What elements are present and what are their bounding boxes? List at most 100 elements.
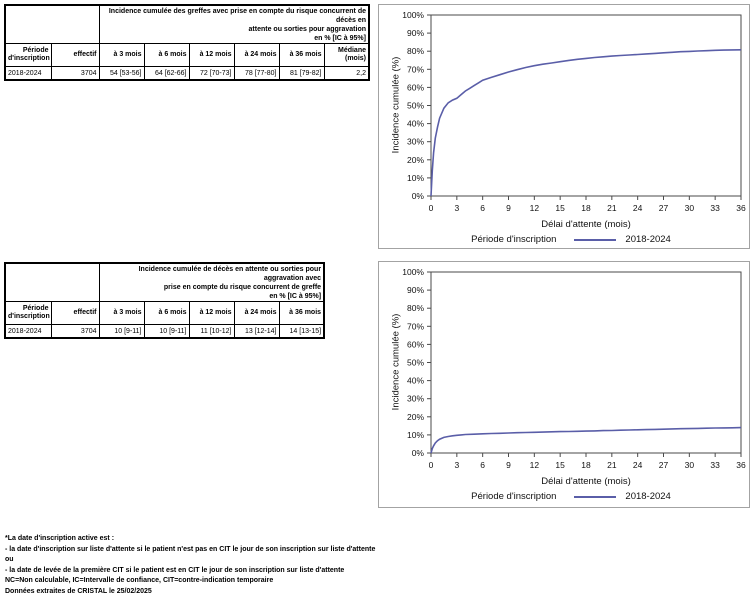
x-tick-label: 27 xyxy=(659,460,669,470)
y-tick-label: 70% xyxy=(407,321,424,331)
x-tick-label: 33 xyxy=(710,460,720,470)
cell-24mois: 13 [12-14] xyxy=(233,324,280,339)
col-header-effectif: effectif xyxy=(50,301,100,325)
footnotes: *La date d'inscription active est : - la… xyxy=(5,534,375,597)
cell-3mois: 10 [9-11] xyxy=(98,324,145,339)
y-tick-label: 20% xyxy=(407,155,424,165)
footnote-line: *La date d'inscription active est : xyxy=(5,535,115,542)
plot-frame xyxy=(430,271,742,454)
x-tick-label: 24 xyxy=(633,460,643,470)
merged-header-line: attente ou sorties pour aggravation xyxy=(248,26,366,33)
cell-24mois: 78 [77-80] xyxy=(233,66,280,81)
col-header-periode: Période d'inscription xyxy=(4,301,52,325)
y-tick-label: 90% xyxy=(407,285,424,295)
y-tick-label: 100% xyxy=(402,267,424,277)
y-tick-label: 80% xyxy=(407,46,424,56)
plot-area: 0%10%20%30%40%50%60%70%80%90%100%0 3 6 9 12 1… xyxy=(402,267,746,470)
col-header-3mois: à 3 mois xyxy=(98,301,145,325)
table-corner-cell xyxy=(4,262,100,302)
footnote-line: ou xyxy=(5,556,14,563)
x-tick-label: 6 xyxy=(480,460,485,470)
merged-header-line: prise en compte du risque concurrent de … xyxy=(163,284,322,291)
legend-series-label: 2018-2024 xyxy=(625,234,671,245)
legend-line-sample xyxy=(574,238,617,241)
x-tick-label: 30 xyxy=(685,203,695,213)
x-tick-label: 9 xyxy=(506,460,511,470)
y-tick-label: 0% xyxy=(412,191,425,201)
col-header-36mois: à 36 mois xyxy=(278,301,325,325)
y-tick-label: 30% xyxy=(407,394,424,404)
x-tick-label: 18 xyxy=(581,203,591,213)
x-axis-title: Délai d'attente (mois) xyxy=(541,219,631,230)
col-header-12mois: à 12 mois xyxy=(188,43,235,67)
x-tick-label: 15 xyxy=(555,203,565,213)
x-tick-label: 18 xyxy=(581,460,591,470)
legend-title: Période d'inscription xyxy=(471,234,557,245)
series-line xyxy=(430,426,742,454)
cell-6mois: 64 [62-66] xyxy=(143,66,190,81)
plot-frame xyxy=(430,14,742,197)
cell-mediane: 2,2 xyxy=(323,66,370,81)
x-tick-label: 27 xyxy=(659,203,669,213)
y-tick-label: 40% xyxy=(407,119,424,129)
col-header-12mois: à 12 mois xyxy=(188,301,235,325)
y-tick-label: 50% xyxy=(407,358,424,368)
table-merged-header: Incidence cumulée de décès en attente ou… xyxy=(98,262,325,302)
plot-area: 0%10%20%30%40%50%60%70%80%90%100%0 3 6 9 12 1… xyxy=(402,10,746,213)
chart-incidence-greffe: Incidence cumulée (%) 0% 10% 20% 30% 40% 50% 6… xyxy=(378,4,750,249)
incidence-deces-table: Incidence cumulée de décès en attente ou… xyxy=(4,262,326,339)
footnote-line: - la date d'inscription sur liste d'atte… xyxy=(5,545,376,553)
footnote-line: - la date de levée de la première CIT si… xyxy=(5,566,345,574)
x-tick-label: 0 xyxy=(429,460,434,470)
merged-header-line: Incidence cumulée de décès en attente ou… xyxy=(138,266,322,282)
y-tick-label: 50% xyxy=(407,101,424,111)
x-tick-label: 21 xyxy=(607,460,617,470)
y-tick-label: 10% xyxy=(407,173,424,183)
legend-title: Période d'inscription xyxy=(471,491,557,502)
cell-effectif: 3704 xyxy=(50,66,100,81)
col-header-24mois: à 24 mois xyxy=(233,43,280,67)
table-row: 2018-2024 3704 54 [53-56] 64 [62-66] 72 … xyxy=(4,66,370,81)
table-corner-cell xyxy=(4,4,100,44)
cell-periode: 2018-2024 xyxy=(4,66,52,81)
legend-line-sample xyxy=(574,495,617,498)
chart-incidence-deces: Incidence cumulée (%) 0% 10% 20% 30% 40% 50% 6… xyxy=(378,261,750,508)
y-tick-label: 30% xyxy=(407,137,424,147)
x-tick-label: 21 xyxy=(607,203,617,213)
x-tick-label: 3 xyxy=(454,460,459,470)
legend: Période d'inscription 2018-2024 xyxy=(401,234,741,245)
y-tick-label: 60% xyxy=(407,82,424,92)
y-tick-label: 10% xyxy=(407,430,424,440)
col-header-3mois: à 3 mois xyxy=(98,43,145,67)
y-tick-label: 20% xyxy=(407,412,424,422)
y-tick-label: 70% xyxy=(407,64,424,74)
cell-3mois: 54 [53-56] xyxy=(98,66,145,81)
x-tick-label: 30 xyxy=(685,460,695,470)
series-line xyxy=(430,49,742,197)
legend: Période d'inscription 2018-2024 xyxy=(401,491,741,502)
cell-12mois: 11 [10-12] xyxy=(188,324,235,339)
x-tick-label: 36 xyxy=(736,460,746,470)
cell-periode: 2018-2024 xyxy=(4,324,52,339)
footnote-line: Données extraites de CRISTAL le 25/02/20… xyxy=(5,587,152,595)
x-axis-title: Délai d'attente (mois) xyxy=(541,476,631,487)
col-header-6mois: à 6 mois xyxy=(143,43,190,67)
table-merged-header: Incidence cumulée des greffes avec prise… xyxy=(98,4,370,44)
col-header-mediane: Médiane (mois) xyxy=(323,43,370,67)
x-tick-label: 12 xyxy=(530,203,540,213)
x-tick-label: 15 xyxy=(555,460,565,470)
col-header-periode: Période d'inscription xyxy=(4,43,52,67)
col-header-effectif: effectif xyxy=(50,43,100,67)
x-tick-label: 12 xyxy=(530,460,540,470)
col-header-6mois: à 6 mois xyxy=(143,301,190,325)
y-tick-label: 0% xyxy=(412,448,425,458)
cell-36mois: 81 [79-82] xyxy=(278,66,325,81)
cell-effectif: 3704 xyxy=(50,324,100,339)
footnote-line: NC=Non calculable, IC=Intervalle de conf… xyxy=(5,577,274,584)
table-row: 2018-2024 3704 10 [9-11] 10 [9-11] 11 [1… xyxy=(4,324,325,339)
y-tick-label: 60% xyxy=(407,339,424,349)
col-header-36mois: à 36 mois xyxy=(278,43,325,67)
x-tick-label: 6 xyxy=(480,203,485,213)
cell-36mois: 14 [13-15] xyxy=(278,324,325,339)
col-header-24mois: à 24 mois xyxy=(233,301,280,325)
